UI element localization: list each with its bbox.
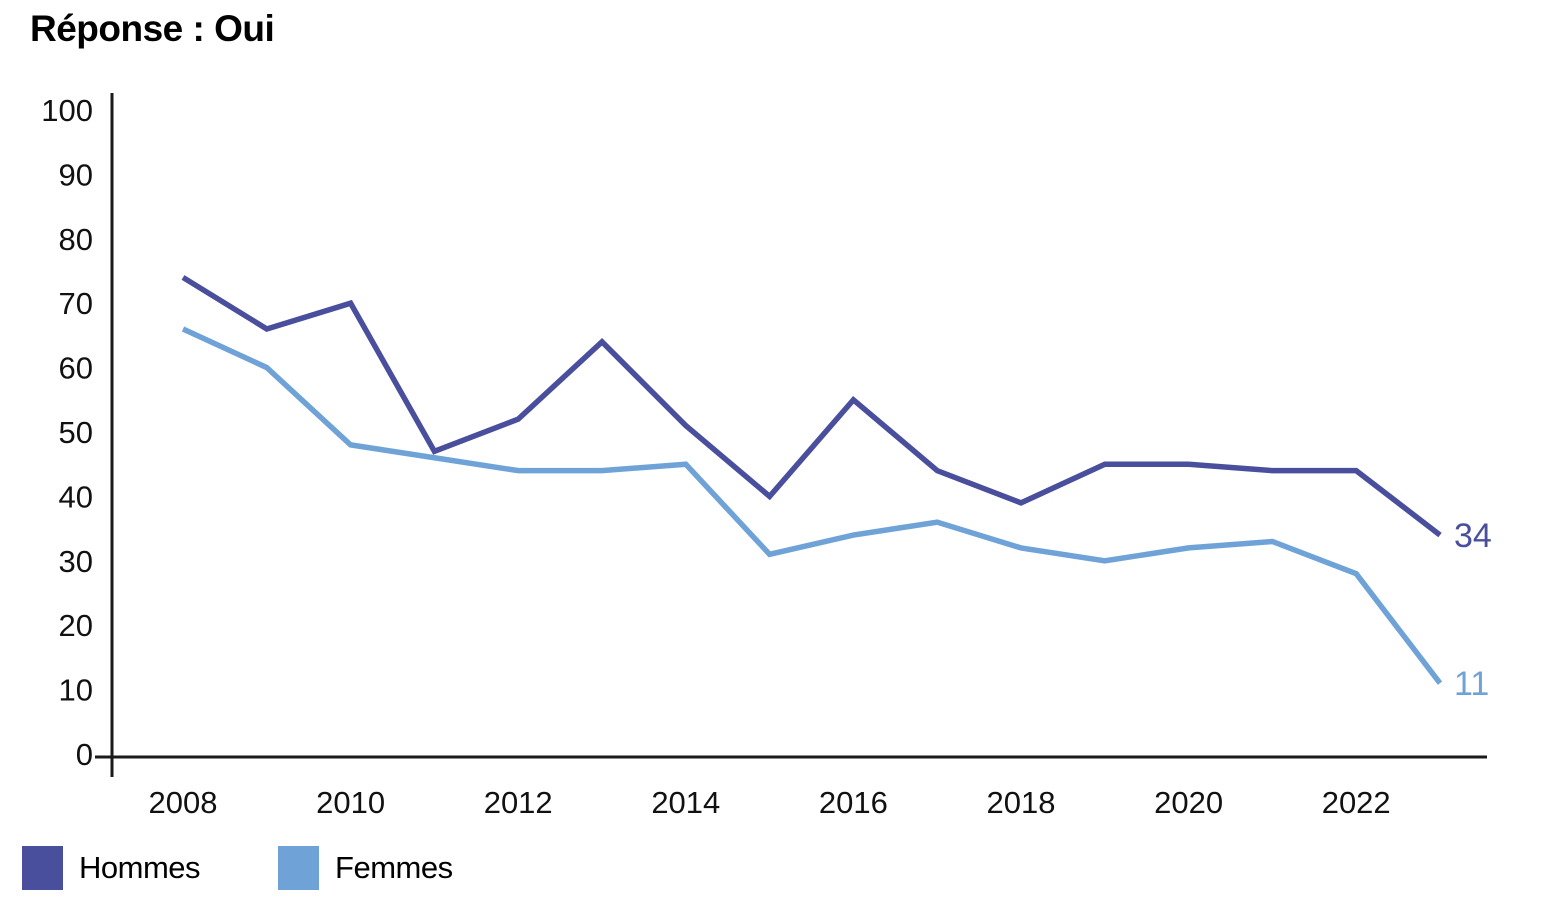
y-tick-label: 20	[59, 608, 93, 643]
y-tick-label: 30	[59, 544, 93, 579]
x-tick-label: 2012	[484, 785, 553, 820]
legend-item-hommes: Hommes	[22, 846, 201, 890]
femmes-legend-label: Femmes	[335, 850, 453, 885]
x-tick-label: 2022	[1322, 785, 1391, 820]
y-tick-label: 50	[59, 415, 93, 450]
x-tick-label: 2010	[316, 785, 385, 820]
y-tick-label: 90	[59, 157, 93, 192]
hommes-swatch	[22, 846, 63, 890]
x-tick-label: 2014	[651, 785, 720, 820]
y-tick-label: 70	[59, 286, 93, 321]
hommes-end-value-label: 34	[1454, 517, 1492, 555]
x-tick-label: 2020	[1154, 785, 1223, 820]
legend: Hommes Femmes	[22, 846, 531, 890]
x-tick-label: 2018	[987, 785, 1056, 820]
y-tick-label: 100	[41, 93, 93, 128]
y-tick-label: 80	[59, 222, 93, 257]
y-tick-label: 0	[76, 737, 93, 772]
hommes-legend-label: Hommes	[79, 850, 201, 885]
femmes-swatch	[278, 846, 320, 890]
legend-item-femmes: Femmes	[278, 846, 453, 890]
femmes-line	[181, 326, 1443, 685]
hommes-line	[181, 275, 1442, 538]
chart-title: Réponse : Oui	[30, 8, 275, 49]
y-tick-label: 10	[59, 673, 93, 708]
x-tick-label: 2008	[149, 785, 218, 820]
femmes-end-value-label: 11	[1454, 665, 1489, 703]
y-tick-label: 60	[59, 351, 93, 386]
y-tick-label: 40	[59, 479, 93, 514]
x-tick-label: 2016	[819, 785, 888, 820]
